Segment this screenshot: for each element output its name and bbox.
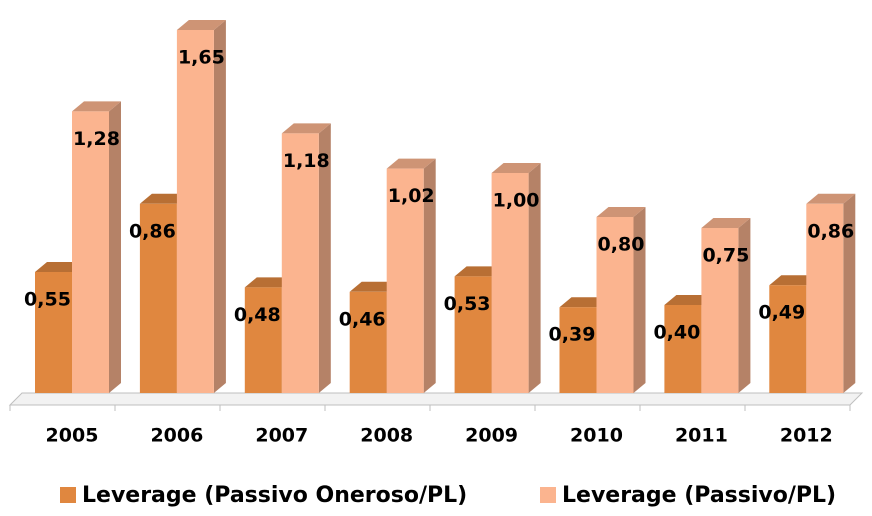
x-tick-label: 2005 (46, 425, 99, 447)
bar (176, 20, 226, 393)
bar-top (454, 266, 504, 277)
bar-side (738, 218, 751, 393)
data-label: 0,40 (653, 322, 700, 344)
bar-front (596, 217, 634, 393)
data-label: 1,28 (73, 128, 120, 150)
bar-front (244, 287, 282, 393)
data-label: 1,65 (178, 47, 225, 69)
bar-side (109, 101, 121, 394)
bar (596, 207, 646, 393)
data-label: 0,49 (758, 302, 805, 324)
bar-top (281, 123, 331, 134)
data-label: 0,86 (129, 220, 176, 242)
bar-top (559, 297, 609, 308)
legend-swatch (540, 487, 556, 503)
bar-front (769, 285, 807, 393)
bar-top (349, 281, 399, 292)
data-label: 0,39 (549, 324, 596, 346)
bar-front (559, 307, 597, 393)
legend-label: Leverage (Passivo Oneroso/PL) (82, 483, 467, 508)
bar (386, 158, 436, 393)
bar-side (528, 163, 541, 393)
bar-front (491, 173, 529, 393)
x-tick-label: 2006 (150, 425, 203, 447)
bar-front (701, 228, 739, 393)
bar-front (281, 133, 319, 393)
bar-side (843, 193, 856, 393)
bar (701, 218, 751, 393)
bar-top (139, 193, 189, 204)
bar-front (35, 272, 72, 393)
legend-swatch (60, 487, 76, 503)
bar-top (701, 218, 751, 228)
data-label: 0,53 (444, 293, 491, 315)
x-tick-label: 2010 (570, 425, 623, 447)
legend-label: Leverage (Passivo/PL) (562, 483, 836, 508)
bar-side (423, 158, 436, 393)
bar-side (318, 123, 331, 394)
bar-top (244, 277, 294, 288)
bar-top (806, 193, 856, 204)
data-label: 0,55 (24, 289, 71, 311)
bar-front (72, 111, 109, 394)
x-tick-label: 2011 (675, 425, 728, 447)
data-label: 0,46 (339, 308, 386, 330)
data-label: 0,86 (807, 220, 854, 242)
bar (491, 163, 541, 393)
bar (806, 193, 856, 393)
bar-front (349, 291, 387, 393)
bar-top (72, 101, 121, 112)
bar-side (213, 20, 226, 393)
bar-front (386, 168, 424, 393)
data-label: 1,00 (493, 190, 540, 212)
bar-front (664, 305, 702, 393)
bar-front (806, 203, 844, 393)
data-label: 0,80 (598, 234, 645, 256)
bar-front (454, 276, 492, 393)
data-label: 0,48 (234, 304, 281, 326)
x-tick-label: 2007 (255, 425, 308, 447)
bar-top (176, 20, 226, 30)
bar (72, 101, 121, 394)
data-label: 1,18 (283, 150, 330, 172)
bar-top (35, 262, 84, 272)
bar-top (664, 295, 714, 305)
bar-top (491, 163, 541, 173)
bar-side (633, 207, 646, 393)
bar-front (139, 203, 177, 393)
floor (8, 392, 864, 406)
x-tick-label: 2009 (465, 425, 518, 447)
data-label: 0,75 (702, 245, 749, 267)
bar-front (176, 30, 214, 393)
bar (281, 123, 331, 394)
bar-top (596, 207, 646, 217)
bar-top (769, 275, 819, 286)
x-tick-label: 2012 (780, 425, 833, 447)
bar-top (386, 158, 436, 169)
data-label: 1,02 (388, 185, 435, 207)
x-tick-label: 2008 (360, 425, 413, 447)
